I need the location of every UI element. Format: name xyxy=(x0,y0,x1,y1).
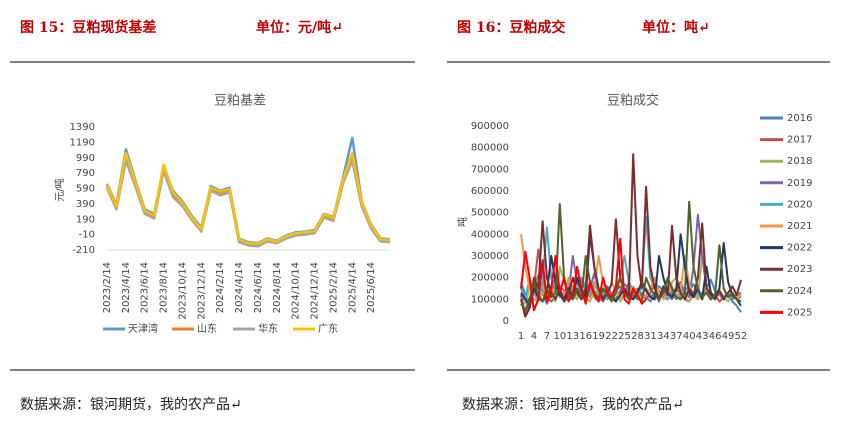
y-tick-label: 700000 xyxy=(471,164,509,175)
x-tick-label: 2023/4/14 xyxy=(121,262,132,313)
x-tick-label: 28 xyxy=(631,331,644,342)
y-tick-label: -10 xyxy=(79,230,95,241)
y-tick-label: 100000 xyxy=(471,294,509,305)
y-axis-label: 元/吨 xyxy=(53,178,66,201)
source-note: 数据来源：银河期货，我的农产品↵ xyxy=(20,396,242,413)
legend-label: 2023 xyxy=(787,264,812,275)
x-tick-label: 2024/8/14 xyxy=(272,262,283,313)
y-tick-label: 1390 xyxy=(70,122,95,133)
x-tick-label: 16 xyxy=(579,331,592,342)
unit-label: 单位：吨↵ xyxy=(642,19,710,36)
series-line xyxy=(105,136,391,245)
x-tick-label: 19 xyxy=(592,331,605,342)
y-tick-label: 600000 xyxy=(471,186,509,197)
x-tick-label: 46 xyxy=(709,331,722,342)
y-tick-label: 200000 xyxy=(471,273,509,284)
x-tick-label: 37 xyxy=(670,331,683,342)
y-tick-label: 790 xyxy=(76,168,95,179)
x-tick-label: 34 xyxy=(657,331,670,342)
series-line xyxy=(520,237,647,312)
x-tick-label: 25 xyxy=(618,331,631,342)
x-tick-label: 2024/12/14 xyxy=(310,262,321,320)
y-tick-label: 500000 xyxy=(471,208,509,219)
x-tick-label: 7 xyxy=(544,331,550,342)
y-tick-label: -210 xyxy=(72,245,95,256)
legend-label: 2020 xyxy=(787,199,812,210)
unit-label: 单位：元/吨↵ xyxy=(256,19,343,36)
x-tick-label: 13 xyxy=(566,331,579,342)
x-tick-label: 52 xyxy=(735,331,748,342)
series-line xyxy=(105,159,391,248)
y-tick-label: 400000 xyxy=(471,229,509,240)
chart-title: 豆粕成交 xyxy=(607,93,659,109)
legend-label: 2018 xyxy=(787,156,812,167)
x-tick-label: 2024/6/14 xyxy=(253,262,264,313)
legend-label: 2016 xyxy=(787,113,812,124)
y-tick-label: 990 xyxy=(76,153,95,164)
legend-label: 2019 xyxy=(787,178,812,189)
x-tick-label: 2025/4/14 xyxy=(347,262,358,313)
legend-label: 山东 xyxy=(197,322,217,335)
legend-label: 广东 xyxy=(318,322,338,335)
legend-label: 2021 xyxy=(787,221,812,232)
y-tick-label: 0 xyxy=(503,316,509,327)
legend-label: 2022 xyxy=(787,243,812,254)
x-tick-label: 40 xyxy=(683,331,696,342)
source-note: 数据来源：银河期货，我的农产品↵ xyxy=(462,396,684,413)
y-tick-label: 190 xyxy=(76,214,95,225)
y-tick-label: 900000 xyxy=(471,121,509,132)
x-tick-label: 49 xyxy=(722,331,735,342)
chart-title: 豆粕基差 xyxy=(214,94,266,109)
x-tick-label: 2024/2/14 xyxy=(215,262,226,313)
x-tick-label: 2023/8/14 xyxy=(159,262,170,313)
x-tick-label: 22 xyxy=(605,331,618,342)
y-axis-label: 吨 xyxy=(456,217,469,227)
x-tick-label: 1 xyxy=(518,331,524,342)
x-tick-label: 31 xyxy=(644,331,657,342)
legend-label: 2017 xyxy=(787,135,812,146)
y-tick-label: 1190 xyxy=(70,137,95,148)
legend-label: 2024 xyxy=(787,286,812,297)
legend-label: 华东 xyxy=(258,322,278,335)
figure-title: 图 16：豆粕成交 xyxy=(457,19,565,36)
figure-title: 图 15：豆粕现货基差 xyxy=(20,19,156,36)
x-tick-label: 2024/4/14 xyxy=(234,262,245,313)
x-tick-label: 2025/2/14 xyxy=(328,262,339,313)
x-tick-label: 10 xyxy=(553,331,566,342)
y-tick-label: 390 xyxy=(76,199,95,210)
x-tick-label: 4 xyxy=(531,331,537,342)
x-tick-label: 43 xyxy=(696,331,709,342)
x-tick-label: 2023/2/14 xyxy=(102,262,113,313)
series-line xyxy=(520,153,742,318)
x-tick-label: 2023/12/14 xyxy=(196,262,207,320)
legend-label: 2025 xyxy=(787,307,812,318)
y-tick-label: 590 xyxy=(76,184,95,195)
x-tick-label: 2024/10/14 xyxy=(291,262,302,320)
series-line xyxy=(105,151,391,246)
x-tick-label: 2023/10/14 xyxy=(177,262,188,320)
y-tick-label: 300000 xyxy=(471,251,509,262)
y-tick-label: 800000 xyxy=(471,143,509,154)
x-tick-label: 2023/6/14 xyxy=(140,262,151,313)
x-tick-label: 2025/6/14 xyxy=(366,262,377,313)
legend-label: 天津湾 xyxy=(128,322,158,335)
